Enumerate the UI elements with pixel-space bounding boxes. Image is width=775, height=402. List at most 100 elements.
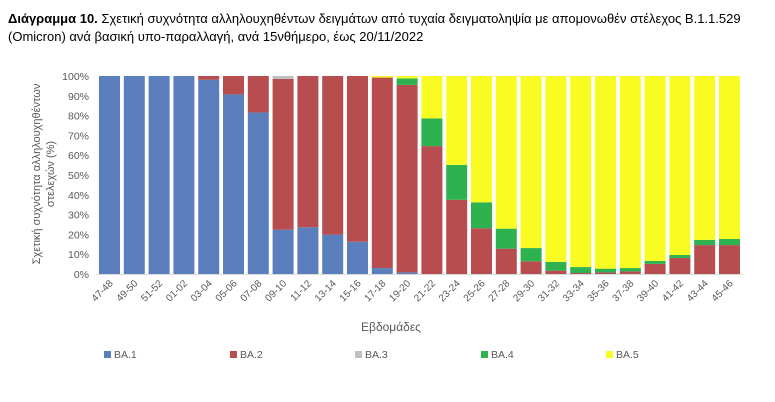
bar-segment-ba4 (595, 268, 616, 273)
bar-segment-ba1 (198, 79, 220, 275)
bar-segment-ba4 (396, 78, 418, 85)
y-tick-label: 10% (68, 249, 89, 261)
bar-segment-ba5 (644, 76, 666, 261)
bar-segment-ba2 (223, 76, 244, 95)
x-tick-label: 07-08 (239, 278, 265, 304)
y-axis-title-line-1: Σχετική συχνότητα αλληλουχηθέντων (31, 83, 43, 264)
bar-segment-ba2 (495, 248, 517, 274)
bar-segment-ba4 (570, 267, 592, 274)
bar-segment-ba5 (694, 76, 716, 240)
bar-segment-ba5 (619, 76, 641, 269)
bar-segment-ba2 (322, 76, 344, 235)
bar-segment-ba5 (371, 76, 393, 78)
bar-segment-ba3 (272, 76, 294, 79)
bar-segment-ba1 (297, 227, 319, 274)
x-tick-label: 17-18 (363, 278, 389, 304)
x-tick-label: 47-48 (90, 278, 116, 304)
bar-segment-ba2 (520, 261, 542, 274)
x-tick-label: 33-34 (561, 278, 587, 304)
y-tick-label: 20% (68, 229, 89, 241)
x-tick-label: 01-02 (164, 278, 190, 304)
bar-segment-ba2 (396, 84, 418, 273)
bar-segment-ba4 (471, 202, 492, 229)
x-tick-label: 21-22 (412, 278, 438, 304)
y-tick-label: 90% (68, 91, 89, 103)
bar-segment-ba5 (570, 76, 592, 268)
bar-segment-ba2 (570, 273, 592, 274)
bar-segment-ba5 (421, 76, 443, 119)
bar-segment-ba4 (694, 239, 716, 246)
x-tick-label: 49-50 (115, 278, 141, 304)
bar-segment-ba4 (520, 248, 542, 262)
x-tick-label: 25-26 (462, 278, 488, 304)
bar-segment-ba2 (694, 245, 716, 274)
bar-segment-ba1 (396, 272, 418, 274)
legend-label: BA.1 (114, 349, 137, 361)
legend-swatch (104, 351, 111, 358)
bar-segment-ba4 (669, 254, 691, 258)
x-tick-label: 29-30 (511, 278, 537, 304)
bar-segment-ba4 (619, 268, 641, 272)
bar-segment-ba4 (719, 238, 740, 246)
x-tick-label: 15-16 (338, 278, 364, 304)
x-tick-label: 19-20 (387, 278, 413, 304)
bar-segment-ba2 (297, 76, 319, 228)
x-tick-label: 13-14 (313, 278, 339, 304)
legend-swatch (606, 351, 613, 358)
bar-segment-ba1 (247, 112, 269, 274)
bar-segment-ba1 (272, 229, 294, 274)
bar-segment-ba2 (272, 78, 294, 230)
x-tick-label: 39-40 (635, 278, 661, 304)
bar-segment-ba2 (371, 77, 393, 269)
x-tick-label: 23-24 (437, 278, 463, 304)
bar-segment-ba5 (545, 76, 567, 262)
x-tick-label: 43-44 (685, 278, 711, 304)
legend-label: BA.2 (240, 349, 263, 361)
x-tick-label: 45-46 (710, 278, 736, 304)
bar-segment-ba1 (371, 268, 393, 274)
bar-segment-ba5 (520, 76, 542, 249)
x-axis-title: Εβδομάδες (361, 320, 421, 334)
bar-segment-ba5 (495, 76, 517, 229)
caption-label: Διάγραμμα 10. (8, 11, 98, 26)
chart-caption: Διάγραμμα 10. Σχετική συχνότητα αλληλουχ… (8, 10, 768, 46)
x-tick-label: 27-28 (487, 278, 513, 304)
bars (99, 76, 740, 275)
bar-segment-ba2 (545, 270, 567, 274)
bar-segment-ba2 (198, 76, 220, 80)
y-axis-title-line-2: στελεχών (%) (45, 141, 57, 207)
y-tick-label: 80% (68, 111, 89, 123)
bar-segment-ba1 (173, 76, 195, 274)
bar-segment-ba2 (719, 245, 740, 274)
legend-swatch (355, 351, 362, 358)
bar-segment-ba1 (99, 76, 120, 274)
bar-segment-ba1 (123, 76, 145, 274)
legend-label: BA.4 (491, 349, 514, 361)
x-tick-label: 31-32 (536, 278, 562, 304)
bar-segment-ba5 (669, 76, 691, 255)
x-tick-label: 37-38 (611, 278, 637, 304)
legend-swatch (230, 351, 237, 358)
bar-segment-ba1 (347, 241, 368, 274)
bar-segment-ba5 (595, 76, 616, 269)
bar-segment-ba1 (322, 234, 344, 274)
bar-segment-ba4 (421, 118, 443, 147)
legend: BA.1 BA.2 BA.3 BA.4 BA.5 (104, 349, 639, 361)
bar-segment-ba4 (644, 260, 666, 264)
bar-segment-ba5 (446, 76, 468, 165)
bar-segment-ba1 (223, 94, 244, 274)
bar-segment-ba2 (619, 271, 641, 274)
x-tick-label: 05-06 (214, 278, 240, 304)
bar-segment-ba2 (669, 257, 691, 274)
y-tick-label: 60% (68, 150, 89, 162)
y-tick-label: 40% (68, 190, 89, 202)
bar-segment-ba4 (446, 164, 468, 200)
y-tick-label: 50% (68, 170, 89, 182)
x-tick-label: 35-36 (586, 278, 612, 304)
bar-segment-ba2 (247, 76, 269, 113)
x-axis-ticks: 47-4849-5051-5201-0203-0405-0607-0809-10… (90, 278, 736, 304)
x-tick-label: 51-52 (139, 278, 165, 304)
bar-segment-ba4 (495, 228, 517, 249)
bar-segment-ba5 (471, 76, 492, 203)
x-tick-label: 03-04 (189, 278, 215, 304)
